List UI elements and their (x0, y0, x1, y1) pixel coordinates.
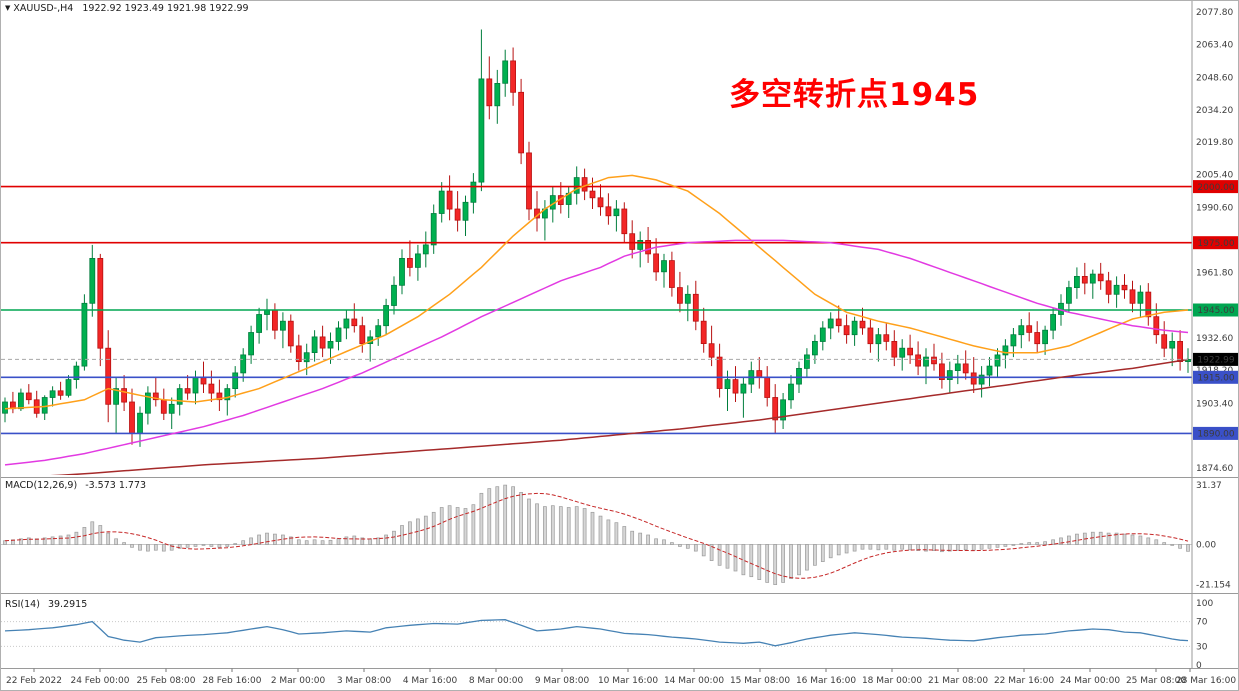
svg-text:25 Feb 08:00: 25 Feb 08:00 (136, 676, 195, 686)
rsi-indicator-label: RSI(14) 39.2915 (5, 599, 87, 610)
svg-text:9 Mar 08:00: 9 Mar 08:00 (535, 676, 590, 686)
chart-annotation-text[interactable]: 多空转折点1945 (729, 77, 980, 113)
svg-text:2048.60: 2048.60 (1196, 74, 1233, 84)
macd-axis[interactable]: 31.37 0.00 -21.154 (1196, 481, 1231, 590)
panel-separators (1, 1, 1238, 669)
svg-text:4 Mar 16:00: 4 Mar 16:00 (403, 676, 458, 686)
rsi-line (4, 619, 1189, 647)
svg-text:2034.20: 2034.20 (1196, 106, 1233, 116)
svg-text:1990.60: 1990.60 (1196, 204, 1233, 214)
rsi-panel (1, 619, 1192, 647)
svg-text:21 Mar 08:00: 21 Mar 08:00 (928, 676, 988, 686)
svg-text:1961.80: 1961.80 (1196, 268, 1233, 278)
rsi-title: RSI(14) (5, 599, 40, 610)
svg-text:22 Feb 2022: 22 Feb 2022 (6, 676, 62, 686)
svg-text:1903.40: 1903.40 (1196, 399, 1233, 409)
svg-text:3 Mar 08:00: 3 Mar 08:00 (337, 676, 392, 686)
svg-text:1932.60: 1932.60 (1196, 334, 1233, 344)
svg-text:1922.99: 1922.99 (1197, 356, 1234, 366)
symbol-marker-icon: ▼ (5, 4, 11, 12)
svg-text:-21.154: -21.154 (1196, 581, 1231, 591)
svg-text:25 Mar 08:00: 25 Mar 08:00 (1126, 676, 1186, 686)
price-axis[interactable]: 2077.80 2063.40 2048.60 2034.20 2019.80 2005.… (1193, 8, 1239, 474)
time-axis[interactable]: 22 Feb 2022 24 Feb 00:00 25 Feb 08:00 28 Fe… (6, 668, 1236, 687)
svg-text:30: 30 (1196, 642, 1208, 652)
rsi-axis[interactable]: 100 70 30 0 (1196, 599, 1213, 671)
svg-text:1890.00: 1890.00 (1197, 430, 1234, 440)
svg-text:31.37: 31.37 (1196, 481, 1222, 491)
macd-indicator-label: MACD(12,26,9) -3.573 1.773 (5, 480, 146, 491)
svg-text:2 Mar 00:00: 2 Mar 00:00 (271, 676, 326, 686)
level-lines[interactable] (1, 185, 1192, 435)
svg-text:14 Mar 00:00: 14 Mar 00:00 (664, 676, 724, 686)
svg-text:24 Mar 00:00: 24 Mar 00:00 (1060, 676, 1120, 686)
svg-text:10 Mar 16:00: 10 Mar 16:00 (598, 676, 658, 686)
macd-values: -3.573 1.773 (85, 480, 147, 491)
ohlc-values: 1922.92 1923.49 1921.98 1922.99 (82, 3, 249, 14)
svg-text:0: 0 (1196, 661, 1202, 671)
svg-text:0.00: 0.00 (1196, 541, 1216, 551)
macd-title: MACD(12,26,9) (5, 480, 78, 491)
svg-text:8 Mar 00:00: 8 Mar 00:00 (469, 676, 524, 686)
rsi-value: 39.2915 (47, 599, 88, 610)
svg-text:2005.40: 2005.40 (1196, 171, 1233, 181)
svg-text:1975.00: 1975.00 (1197, 239, 1234, 249)
svg-text:2019.80: 2019.80 (1196, 138, 1233, 148)
ma-mid-magenta (4, 239, 1189, 466)
candles (2, 29, 1191, 447)
svg-text:28 Mar 16:00: 28 Mar 16:00 (1176, 676, 1236, 686)
svg-text:15 Mar 08:00: 15 Mar 08:00 (730, 676, 790, 686)
ma-slow-darkred (50, 358, 1189, 475)
macd-panel (1, 484, 1192, 585)
svg-text:16 Mar 16:00: 16 Mar 16:00 (796, 676, 856, 686)
svg-text:100: 100 (1196, 599, 1213, 609)
svg-text:70: 70 (1196, 618, 1208, 628)
svg-text:28 Feb 16:00: 28 Feb 16:00 (202, 676, 261, 686)
chart-header: ▼ XAUUSD-,H4 1922.92 1923.49 1921.98 192… (5, 3, 249, 14)
svg-text:2000.00: 2000.00 (1197, 183, 1234, 193)
svg-text:22 Mar 16:00: 22 Mar 16:00 (994, 676, 1054, 686)
svg-text:1915.00: 1915.00 (1197, 374, 1234, 384)
svg-text:18 Mar 00:00: 18 Mar 00:00 (862, 676, 922, 686)
svg-text:2077.80: 2077.80 (1196, 8, 1233, 18)
macd-signal-line (4, 492, 1189, 579)
svg-text:24 Feb 00:00: 24 Feb 00:00 (70, 676, 129, 686)
svg-text:2063.40: 2063.40 (1196, 40, 1233, 50)
ma-fast-orange (4, 174, 1189, 410)
svg-text:1945.00: 1945.00 (1197, 306, 1234, 316)
symbol-timeframe-label: XAUUSD-,H4 (13, 3, 74, 14)
svg-text:1874.60: 1874.60 (1196, 464, 1233, 474)
moving-average-lines (4, 174, 1189, 475)
